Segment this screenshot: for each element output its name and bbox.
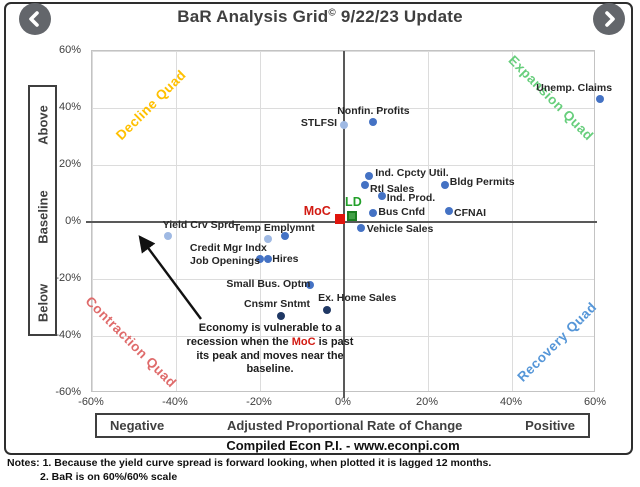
point-label-ld: LD: [345, 195, 362, 210]
quad-label-contraction-quad: Contraction Quad: [82, 293, 180, 391]
x-axis-title-box: Negative Adjusted Proportional Rate of C…: [95, 413, 590, 438]
data-point-yield-crv-sprd: [163, 232, 172, 241]
y-band-baseline-label: Baseline: [35, 190, 50, 244]
data-point-temp-emplymnt: [281, 232, 290, 241]
x-tick-20: -20%: [246, 396, 272, 408]
footnotes: Notes: 1. Because the yield curve spread…: [7, 457, 637, 483]
y-tick-0: 0%: [65, 215, 81, 227]
data-point-credit-mgr-indx: [264, 235, 273, 244]
x-tick-40: -40%: [162, 396, 188, 408]
data-point-bus-cnfd: [369, 209, 378, 218]
y-tick-60: -60%: [55, 386, 81, 398]
point-label-nonfin-profits: Nonfin. Profits: [337, 105, 410, 118]
x-zero-axis-line: [343, 51, 345, 398]
data-point-ind-cpcty-util: [365, 172, 374, 181]
copyright-symbol: ©: [328, 7, 336, 19]
data-point-unemp-claims: [596, 95, 605, 104]
point-label-stlfsi: STLFSI: [300, 117, 337, 130]
point-label-ind-prod: Ind. Prod.: [386, 192, 436, 205]
point-label-ex-home-sales: Ex. Home Sales: [318, 292, 397, 305]
x-tick-40: 40%: [499, 396, 523, 408]
data-point-nonfin-profits: [369, 118, 378, 127]
title-date: 9/22/23 Update: [335, 7, 463, 26]
quad-label-recovery-quad: Recovery Quad: [514, 299, 600, 385]
y-axis-ticks: 60% 40% 20% 0% -20% -40% -60%: [0, 44, 86, 398]
annotation-text-pre: Economy is vulnerable to a recession whe…: [186, 322, 342, 348]
recession-annotation: Economy is vulnerable to a recession whe…: [184, 322, 356, 377]
point-label-ind-cpcty-util: Ind. Cpcty Util.: [375, 167, 449, 180]
data-point-ld: [347, 211, 358, 222]
point-label-job-openings: Job Openings: [189, 255, 261, 268]
data-point-stlfsi: [340, 121, 348, 130]
previous-button[interactable]: [19, 3, 51, 35]
point-label-hires: Hires: [272, 253, 299, 266]
x-tick-60: 60%: [583, 396, 607, 408]
y-band-above-label: Above: [35, 105, 50, 145]
x-axis-ticks: -60% -40% -20% 0% 20% 40% 60%: [78, 396, 606, 410]
quad-label-decline-quad: Decline Quad: [113, 67, 189, 143]
y-tick-20: 20%: [58, 158, 81, 170]
data-point-ind-prod: [377, 192, 386, 201]
annotation-moc: MoC: [291, 335, 316, 348]
data-point-job-openings: [256, 255, 264, 264]
footnote-1: Notes: 1. Because the yield curve spread…: [7, 457, 492, 469]
point-label-temp-emplymnt: Temp Emplymnt: [233, 222, 315, 235]
x-axis-negative-label: Negative: [110, 418, 165, 433]
x-tick-0: 0%: [335, 396, 351, 408]
next-button[interactable]: [593, 3, 625, 35]
point-label-yield-crv-sprd: Yield Crv Sprd: [162, 219, 235, 232]
point-label-unemp-claims: Unemp. Claims: [536, 82, 613, 95]
data-point-hires: [264, 255, 273, 264]
data-point-rtl-sales: [361, 180, 369, 189]
point-label-bus-cnfd: Bus Cnfd: [378, 206, 426, 219]
point-label-vehicle-sales: Vehicle Sales: [366, 222, 434, 235]
point-label-credit-mgr-indx: Credit Mgr Indx: [189, 242, 267, 255]
point-label-rtl-sales: Rtl Sales: [370, 182, 415, 195]
data-point-moc: [334, 214, 345, 225]
x-tick-20: 20%: [415, 396, 439, 408]
compiled-by-line: Compiled Econ P.I. - www.econpi.com: [226, 438, 460, 453]
data-point-small-bus-optm: [306, 280, 315, 289]
data-point-cnsmr-sntmt: [277, 312, 285, 321]
y-band-below-label: Below: [35, 283, 50, 323]
data-point-vehicle-sales: [356, 223, 365, 232]
y-tick-40: -40%: [55, 329, 81, 341]
data-point-bldg-permits: [440, 180, 449, 189]
point-label-bldg-permits: Bldg Permits: [449, 175, 515, 188]
chevron-right-icon: [605, 11, 615, 27]
x-tick-60: -60%: [78, 396, 104, 408]
point-label-cfnai: CFNAI: [454, 206, 487, 219]
chevron-left-icon: [29, 11, 39, 27]
y-axis-band-box: Above Baseline Below: [28, 85, 57, 336]
point-label-cnsmr-sntmt: Cnsmr Sntmt: [244, 298, 310, 311]
y-tick-20: -20%: [55, 272, 81, 284]
footnote-2: 2. BaR is on 60%/60% scale: [40, 471, 178, 483]
x-axis-positive-label: Positive: [525, 418, 575, 433]
y-tick-60: 60%: [58, 44, 81, 56]
data-point-ex-home-sales: [323, 306, 332, 315]
annotation-text-post: is past its peak and moves near the base…: [196, 335, 354, 376]
page-title: BaR Analysis Grid© 9/22/23 Update: [60, 7, 580, 27]
point-label-small-bus-optm: Small Bus. Optm: [226, 277, 311, 290]
point-label-moc: MoC: [303, 204, 331, 219]
data-point-cfnai: [445, 206, 453, 215]
y-tick-40: 40%: [58, 101, 81, 113]
title-main: BaR Analysis Grid: [177, 7, 329, 26]
quad-label-expansion-quad: Expansion Quad: [505, 52, 597, 144]
plot-area: Economy is vulnerable to a recession whe…: [83, 50, 612, 398]
x-axis-title: Adjusted Proportional Rate of Change: [226, 418, 463, 433]
